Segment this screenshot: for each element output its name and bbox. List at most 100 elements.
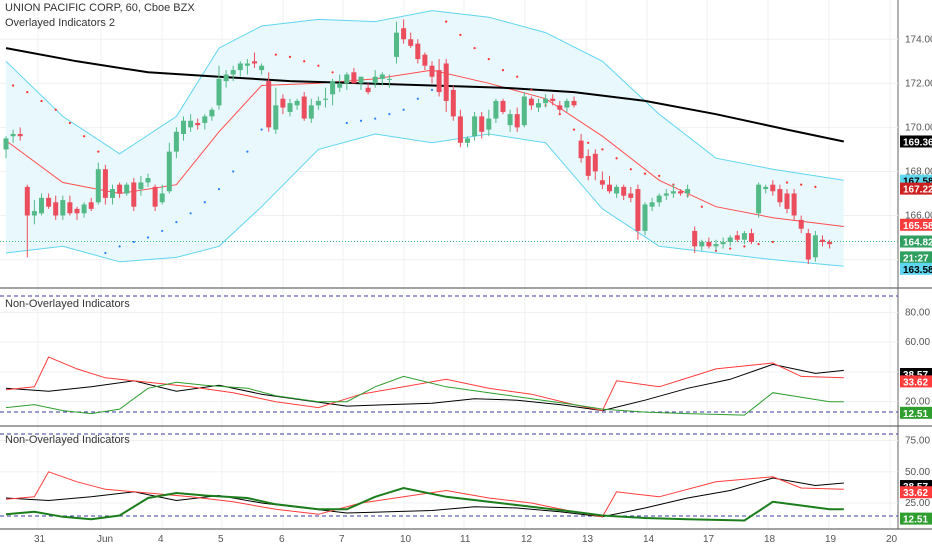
indicator-series-line bbox=[5, 486, 844, 522]
candle bbox=[443, 59, 449, 112]
candle-body bbox=[124, 184, 130, 194]
candle-body bbox=[252, 61, 257, 64]
candle-body bbox=[500, 100, 506, 112]
psar-dot bbox=[785, 181, 789, 184]
candle bbox=[663, 189, 669, 201]
indicator-series-line bbox=[5, 477, 844, 518]
x-tick-label: 4 bbox=[158, 534, 164, 545]
y-tick-label: 170.00 bbox=[905, 122, 932, 133]
candle bbox=[294, 98, 300, 110]
psar-dot bbox=[232, 170, 235, 173]
psar-dot bbox=[146, 236, 150, 239]
psar-dot bbox=[572, 128, 576, 131]
psar-dot bbox=[288, 55, 292, 58]
candle bbox=[741, 230, 747, 245]
candle bbox=[649, 197, 655, 212]
candle-body bbox=[599, 180, 605, 185]
psar-dot bbox=[104, 251, 107, 255]
candle-body bbox=[472, 116, 478, 137]
candle bbox=[31, 200, 37, 225]
candle bbox=[812, 230, 818, 262]
candle bbox=[216, 65, 222, 110]
candle-body bbox=[578, 140, 584, 159]
candle-body bbox=[223, 74, 229, 82]
candle bbox=[777, 184, 783, 207]
candle-body bbox=[812, 235, 818, 258]
y-tick-label: 166.00 bbox=[905, 211, 932, 222]
candle bbox=[599, 171, 605, 190]
candle bbox=[344, 72, 350, 90]
candle bbox=[110, 184, 115, 205]
candle-body bbox=[152, 186, 158, 207]
candle-body bbox=[450, 89, 456, 117]
y-tick-label: 25.00 bbox=[905, 498, 930, 509]
candle bbox=[791, 189, 797, 220]
price-badge-text: 164.82 bbox=[903, 237, 932, 248]
candle-body bbox=[479, 116, 485, 132]
candle-body bbox=[379, 74, 385, 79]
candle bbox=[259, 63, 265, 75]
candle bbox=[17, 127, 23, 141]
y-tick-label: 50.00 bbox=[905, 467, 930, 478]
candle-body bbox=[330, 81, 336, 95]
price-badge-bg bbox=[900, 135, 932, 148]
candle-body bbox=[649, 202, 655, 207]
candle bbox=[372, 70, 378, 88]
psar-dot bbox=[771, 240, 774, 244]
price-badge: 169.36 bbox=[900, 135, 932, 148]
symbol-title: UNION PACIFIC CORP, 60, Cboe BZX bbox=[5, 2, 195, 14]
candle bbox=[408, 32, 414, 49]
price-badge-text: 21:27 bbox=[903, 253, 929, 264]
candle-body bbox=[592, 153, 598, 172]
candle-body bbox=[110, 189, 115, 198]
indicator-value-badge-text: 33.62 bbox=[903, 377, 928, 388]
candle-body bbox=[521, 96, 527, 126]
candle bbox=[521, 92, 527, 128]
candle bbox=[181, 116, 186, 141]
candle bbox=[528, 96, 534, 110]
candle-body bbox=[756, 184, 762, 214]
psar-dot bbox=[388, 113, 391, 116]
candle bbox=[237, 61, 243, 77]
candle bbox=[685, 184, 691, 198]
candle-body bbox=[31, 211, 37, 216]
candle-body bbox=[259, 65, 265, 71]
candle bbox=[351, 67, 357, 84]
candle-body bbox=[315, 100, 321, 106]
psar-dot bbox=[132, 240, 135, 244]
x-tick-label: 6 bbox=[279, 534, 285, 545]
candle-body bbox=[3, 138, 9, 150]
candle-body bbox=[173, 131, 179, 152]
candle-body bbox=[607, 184, 612, 192]
candle-body bbox=[571, 100, 577, 106]
candle-body bbox=[770, 184, 776, 192]
indicator-series-line bbox=[5, 363, 844, 412]
psar-dot bbox=[814, 185, 817, 188]
candle bbox=[173, 127, 179, 159]
indicator-value-badge-text: 12.51 bbox=[903, 515, 928, 526]
candle-body bbox=[436, 70, 442, 93]
psar-dot bbox=[658, 174, 661, 177]
candle bbox=[209, 107, 215, 121]
candle bbox=[394, 21, 399, 64]
bollinger-band-fill bbox=[6, 10, 844, 267]
candle bbox=[798, 215, 804, 234]
psar-dot bbox=[26, 91, 29, 94]
candle bbox=[323, 87, 328, 108]
candle-body bbox=[550, 98, 556, 101]
overlay-indicator-label: Overlayed Indicators 2 bbox=[5, 17, 116, 29]
candle-body bbox=[749, 233, 754, 242]
candle bbox=[88, 197, 94, 212]
candle bbox=[493, 98, 499, 123]
candle bbox=[81, 202, 87, 218]
candle-body bbox=[53, 202, 59, 216]
candle bbox=[102, 164, 108, 205]
psar-dot bbox=[359, 119, 363, 122]
candle-body bbox=[202, 116, 208, 123]
candle-body bbox=[294, 100, 300, 106]
x-tick-label: 18 bbox=[764, 534, 776, 545]
x-tick-label: 10 bbox=[400, 534, 412, 545]
x-tick-label: 20 bbox=[886, 534, 898, 545]
candle bbox=[401, 19, 407, 44]
